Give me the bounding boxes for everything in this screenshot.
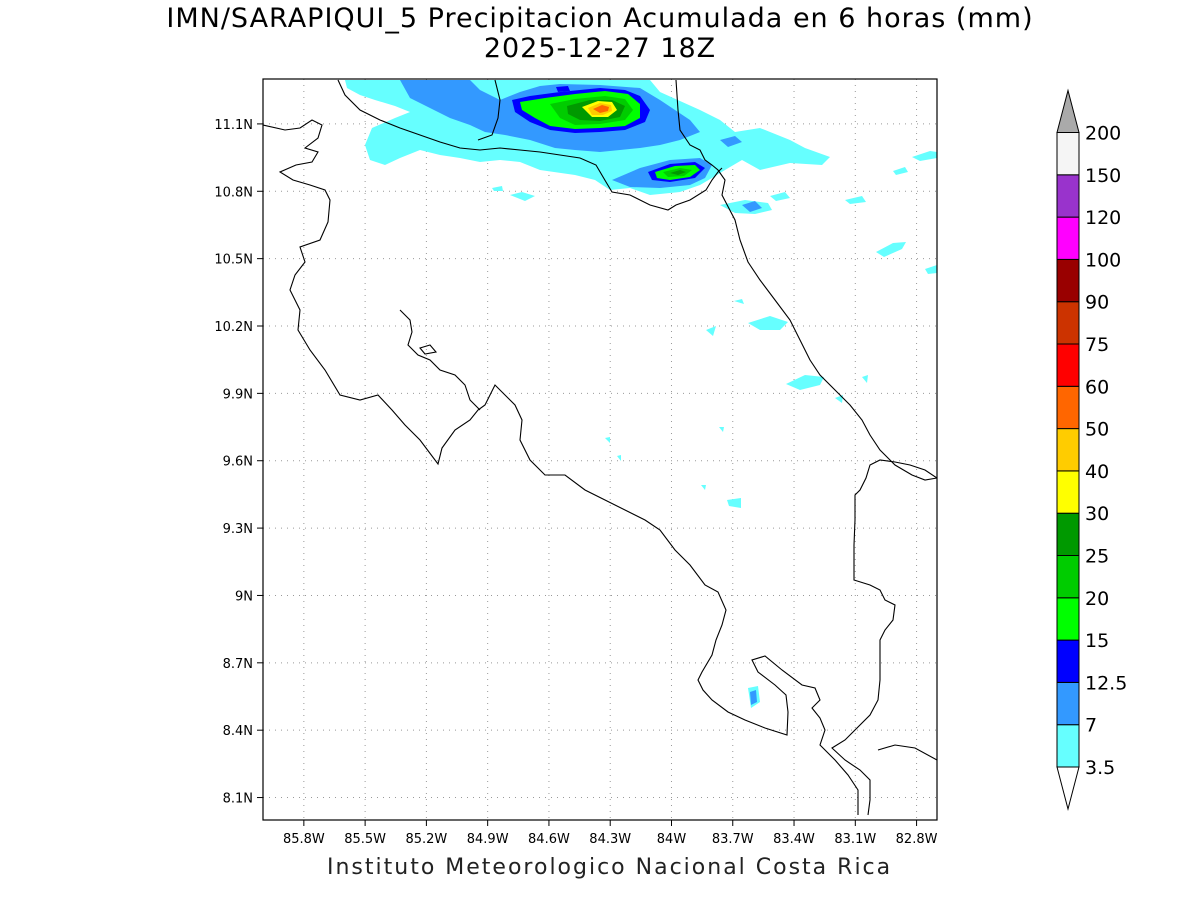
precip-blob [510,192,535,201]
colorbar-swatch [1056,343,1080,387]
precip-blob [670,170,686,175]
panama-border [831,459,937,816]
pacific-coastline-inner [399,309,481,411]
colorbar-label: 50 [1085,419,1109,441]
precip-blob [492,186,503,191]
colorbar-label: 150 [1085,165,1121,187]
colorbar-label: 200 [1085,123,1121,145]
lat-tick-label: 8.7N [223,657,253,672]
colorbar-lower-arrow [1056,766,1080,811]
precip-blob [605,437,610,443]
colorbar-swatch [1056,555,1080,599]
precip-blob [845,196,866,204]
precip-blob [742,201,762,212]
colorbar-swatch [1056,258,1080,303]
colorbar-swatch [1056,216,1080,260]
colorbar-upper-arrow [1056,88,1080,133]
precip-blob [912,151,937,161]
colorbar-swatch [1056,301,1080,345]
lon-tick-label: 85.2W [405,832,447,847]
lon-tick-label: 85.5W [344,832,386,847]
lon-tick-label: 84.3W [589,832,631,847]
nicaragua-border [337,79,723,211]
colorbar-swatch [1056,470,1080,514]
colorbar-label: 75 [1085,334,1109,356]
colorbar-label: 20 [1085,588,1109,610]
grid-lines [263,79,937,820]
precip-blob [556,86,570,92]
colorbar-label: 30 [1085,503,1109,525]
longitude-axis: 85.8W 85.5W 85.2W 84.9W 84.6W 84.3W 84W 83.7W 83… [283,820,938,847]
lat-tick-label: 11.1N [214,118,253,133]
lat-tick-label: 10.8N [214,185,253,200]
precip-blob [786,375,824,390]
latitude-axis: 11.1N 10.8N 10.5N 10.2N 9.9N 9.6N 9.3N 9N 8.7N 8.… [214,118,263,807]
colorbar-label: 3.5 [1085,757,1115,779]
colorbar-label: 100 [1085,249,1121,271]
colorbar-label: 40 [1085,461,1109,483]
chart-subtitle-date: 2025-12-27 18Z [483,33,717,64]
precip-blob [835,395,843,403]
lat-tick-label: 10.5N [214,253,253,268]
precip-blob [617,455,621,461]
plot-frame [262,78,938,821]
precip-blob [720,136,742,147]
colorbar-label: 90 [1085,292,1109,314]
lon-tick-label: 84.6W [528,832,570,847]
colorbar-swatch [1056,174,1080,218]
colorbar-swatch [1056,597,1080,641]
lon-tick-label: 82.8W [896,832,938,847]
precip-blob [734,299,744,304]
lon-tick-label: 84W [657,832,687,847]
lat-tick-label: 9.6N [223,455,253,470]
lat-tick-label: 9.3N [223,522,253,537]
precip-blob [862,375,868,383]
colorbar-swatch [1056,639,1080,683]
lon-tick-label: 85.8W [283,832,325,847]
lat-tick-label: 9N [235,589,253,604]
colorbar-label: 7 [1085,715,1097,737]
colorbar-swatch [1056,512,1080,557]
precip-blob [925,265,937,274]
precip-blob [893,167,908,175]
lon-tick-label: 84.9W [467,832,509,847]
lon-tick-label: 83.1W [834,832,876,847]
lat-tick-label: 8.4N [223,724,253,739]
panama-pacific-coast [877,744,937,761]
coastlines-borders [263,79,937,816]
precip-blob [750,690,757,705]
colorbar-label: 25 [1085,546,1109,568]
colorbar-label: 120 [1085,207,1121,229]
colorbar-swatch [1056,428,1080,472]
precip-blob [593,105,609,113]
lon-tick-label: 83.4W [773,832,815,847]
chart-title: IMN/SARAPIQUI_5 Precipitacion Acumulada … [166,3,1034,34]
precip-blob [727,498,741,508]
precip-blob [876,242,906,257]
footer-credit: Instituto Meteorologico Nacional Costa R… [327,855,893,880]
precip-blob [701,485,706,490]
colorbar-swatch [1056,724,1080,768]
nicaragua-river-border [477,79,501,141]
precip-blob [719,427,724,432]
colorbar-swatch [1056,132,1080,176]
colorbar-legend: 3.5 7 12.5 15 20 25 30 40 50 60 75 90 100 120 150 200 [1056,88,1127,811]
colorbar-label: 12.5 [1085,672,1127,694]
colorbar-swatch [1056,385,1080,430]
colorbar-label: 60 [1085,376,1109,398]
precip-blob [748,316,788,330]
lat-tick-label: 10.2N [214,320,253,335]
precipitation-field [345,80,937,708]
lat-tick-label: 9.9N [223,387,253,402]
caribbean-coastline [675,79,937,481]
colorbar-swatch [1056,681,1080,726]
colorbar-label: 15 [1085,630,1109,652]
precip-blob [706,326,716,336]
precip-blob [770,192,790,201]
lon-tick-label: 83.7W [712,832,754,847]
lat-tick-label: 8.1N [223,792,253,807]
pacific-coastline [263,119,859,815]
nicoya-gulf-shape [419,344,438,355]
